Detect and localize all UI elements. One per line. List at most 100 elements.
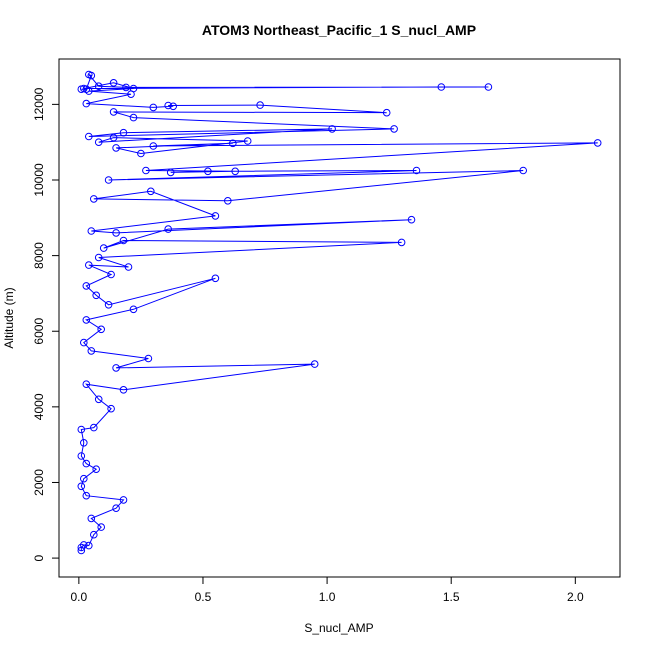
data-point [77,425,86,434]
data-point [112,504,120,513]
y-tick-label: 12000 [32,87,46,121]
data-point [224,197,232,205]
data-point [142,166,150,175]
y-axis-label: Altitude (m) [2,287,16,348]
data-point [169,102,177,111]
data-point [87,514,96,523]
data-point [390,125,398,133]
data-point [122,83,130,92]
data-point [104,176,113,184]
data-point [107,404,115,413]
data-point [82,316,91,324]
data-point [231,167,239,176]
data-point [112,364,120,372]
x-tick-label: 0.5 [195,590,212,604]
data-point [99,244,108,252]
data-point [328,125,336,133]
data-point [119,236,128,245]
data-point [87,71,96,80]
data-point [519,166,528,175]
data-point [104,301,113,309]
data-point [82,491,91,500]
data-point [164,101,172,110]
data-point [109,133,118,142]
plot-frame [58,58,621,578]
y-tick-label: 2000 [32,469,46,496]
x-tick-label: 0.0 [71,590,88,604]
data-point [107,270,115,279]
x-axis: 0.0 0.5 1.0 1.5 2.0 [71,576,584,604]
data-point [94,82,103,90]
data-point [243,137,252,145]
data-point [109,79,118,87]
data-point [412,166,421,175]
data-point [149,142,158,150]
data-point [80,338,88,347]
series-line [80,74,598,551]
data-point [85,541,93,550]
data-point [129,113,138,122]
data-point [92,291,100,300]
series-layer [77,70,602,555]
data-point [149,103,158,112]
data-point [90,195,98,203]
data-point [166,168,175,177]
data-point [144,354,153,363]
data-point [204,167,212,176]
data-point [256,101,264,109]
data-point [94,138,103,146]
data-point [77,85,86,93]
data-point [229,139,237,148]
data-point [97,523,105,531]
x-tick-label: 1.5 [443,590,460,604]
data-point [94,253,103,262]
data-point [87,227,96,235]
data-point [77,452,86,460]
data-point [85,132,93,141]
data-point [593,139,602,147]
y-tick-label: 0 [32,554,46,561]
data-point [80,439,88,447]
data-point [82,459,91,468]
data-point [119,386,128,394]
x-axis-label: S_nucl_AMP [304,621,373,635]
data-point [109,108,118,116]
data-point [87,347,96,355]
data-point [119,128,128,137]
y-tick-label: 4000 [32,393,46,420]
x-tick-label: 1.0 [319,590,336,604]
data-point [310,360,319,368]
data-point [164,225,172,233]
data-point [82,380,91,389]
data-point [129,305,138,314]
data-point [397,238,406,247]
data-point [124,263,133,271]
data-point [82,282,91,290]
data-point [147,187,155,196]
data-point [82,85,91,93]
y-tick-label: 10000 [32,163,46,197]
data-point [437,83,446,91]
data-point [80,541,88,549]
data-point [77,482,86,491]
y-axis: 0 2000 4000 6000 8000 10000 12000 [32,87,60,561]
data-point [97,325,105,334]
data-point [90,423,98,432]
data-point [211,212,220,220]
data-point [80,474,88,483]
data-point [211,274,220,283]
y-tick-label: 8000 [32,242,46,269]
data-point [112,144,120,152]
y-tick-label: 6000 [32,318,46,345]
data-point [92,465,100,474]
x-tick-label: 2.0 [567,590,584,604]
data-point [382,108,391,117]
data-point [77,543,86,552]
data-point [94,395,103,404]
data-point [119,496,128,504]
chart-title: ATOM3 Northeast_Pacific_1 S_nucl_AMP [202,22,476,38]
data-point [129,84,138,93]
data-point [82,99,91,108]
data-point [137,149,145,158]
